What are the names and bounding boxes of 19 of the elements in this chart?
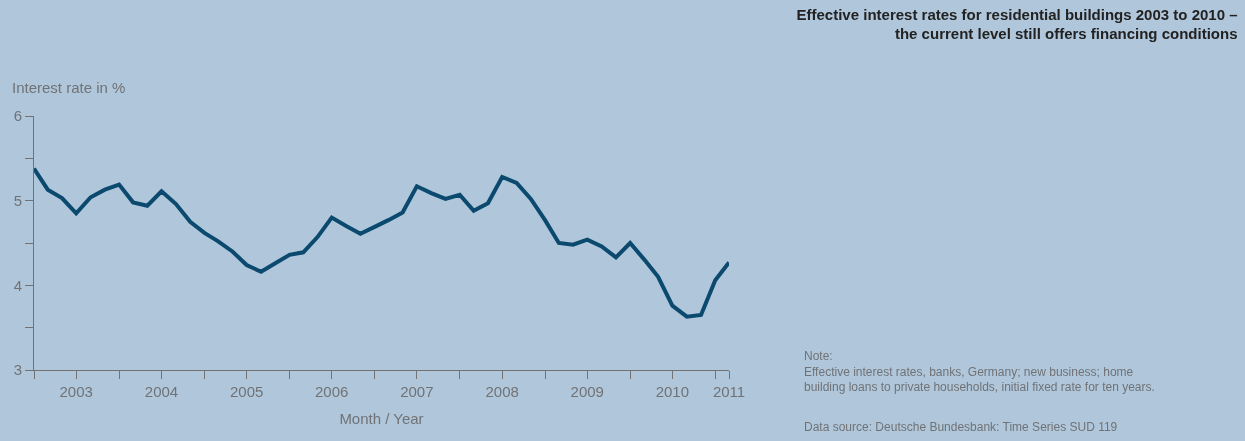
text: Effective interest rates for residential buildings 2003 to 2010 – the current level still offers financing conditions [796, 5, 1238, 43]
x-tick-label: 2003 [59, 383, 93, 400]
x-tick-label: 2008 [485, 383, 519, 400]
y-axis-title: Interest rate in % [12, 79, 126, 96]
source-note: Data source: Deutsche Bundesbank: Time Series SUD 119 [804, 420, 1118, 434]
y-tick-label: 5 [13, 191, 22, 209]
x-axis-title: Month / Year [339, 410, 424, 427]
x-tick-label: 2006 [315, 383, 349, 400]
x-tick-label: 2011 [712, 383, 746, 400]
y-tick-label: 6 [13, 107, 22, 125]
x-tick-label: 2010 [655, 383, 690, 400]
x-tick-label: 2004 [144, 383, 179, 400]
y-tick-label: 3 [13, 361, 22, 379]
text: Note: Effective interest rates, banks, Germany; new business; home building loans to private households, initial fixed rate for ten years. [804, 349, 1155, 395]
x-tick-label: 2007 [400, 383, 434, 400]
y-tick-label: 4 [13, 276, 22, 294]
x-tick-label: 2009 [570, 383, 604, 400]
line-series [34, 166, 729, 319]
x-tick-label: 2005 [229, 383, 264, 400]
